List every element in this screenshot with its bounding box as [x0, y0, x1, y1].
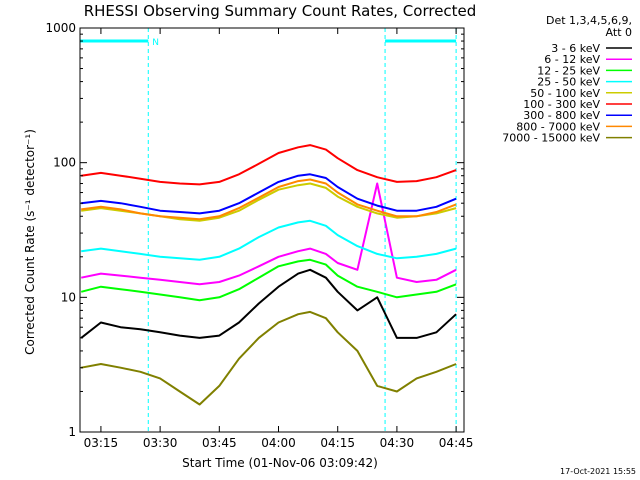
legend-label: 800 - 7000 keV: [516, 120, 600, 133]
legend-label: 100 - 300 keV: [523, 98, 600, 111]
y-axis-label: Corrected Count Rate (s⁻¹ detector⁻¹): [23, 129, 37, 355]
x-tick-label: 03:30: [143, 436, 178, 450]
legend-header-detectors: Det 1,3,4,5,6,9,: [546, 14, 632, 27]
flag-label: N: [152, 38, 159, 48]
x-tick-label: 04:30: [380, 436, 415, 450]
x-tick-label: 04:45: [439, 436, 474, 450]
axes: [79, 27, 465, 433]
y-tick-label: 100: [53, 156, 76, 170]
x-axis-label: Start Time (01-Nov-06 03:09:42): [182, 456, 378, 470]
series-line: [80, 258, 457, 302]
legend-label: 25 - 50 keV: [537, 76, 600, 89]
y-tick-label: 1: [68, 425, 76, 439]
x-ticks: 03:15 03:30 03:45 04:00 04:15 04:30 04:45: [84, 28, 474, 450]
legend-label: 300 - 800 keV: [523, 109, 600, 122]
series-line: [81, 173, 457, 215]
plot-frame: [79, 27, 465, 433]
legend-label: 7000 - 15000 keV: [502, 132, 600, 145]
series-line: [81, 144, 457, 186]
x-tick-label: 04:15: [320, 436, 355, 450]
legend-label: 3 - 6 keV: [551, 42, 600, 55]
y-ticks: 1 10 100 1000: [45, 21, 464, 439]
chart-title: RHESSI Observing Summary Count Rates, Co…: [84, 2, 477, 20]
timestamp: 17-Oct-2021 15:55: [560, 467, 636, 476]
series-line: [81, 178, 457, 221]
x-tick-label: 03:45: [202, 436, 237, 450]
series-line: [80, 182, 457, 286]
series-line: [81, 182, 457, 222]
legend-label: 6 - 12 keV: [544, 53, 600, 66]
series-line: [81, 310, 457, 406]
legend-header-attenuator: Att 0: [606, 26, 632, 39]
y-tick-label: 10: [61, 290, 76, 304]
series-line: [80, 268, 457, 339]
series-line: [81, 219, 457, 261]
series-layer: [80, 144, 457, 406]
x-tick-label: 04:00: [261, 436, 296, 450]
legend-label: 50 - 100 keV: [530, 87, 600, 100]
x-tick-label: 03:15: [84, 436, 119, 450]
legend-label: 12 - 25 keV: [537, 64, 600, 77]
y-tick-label: 1000: [45, 21, 76, 35]
